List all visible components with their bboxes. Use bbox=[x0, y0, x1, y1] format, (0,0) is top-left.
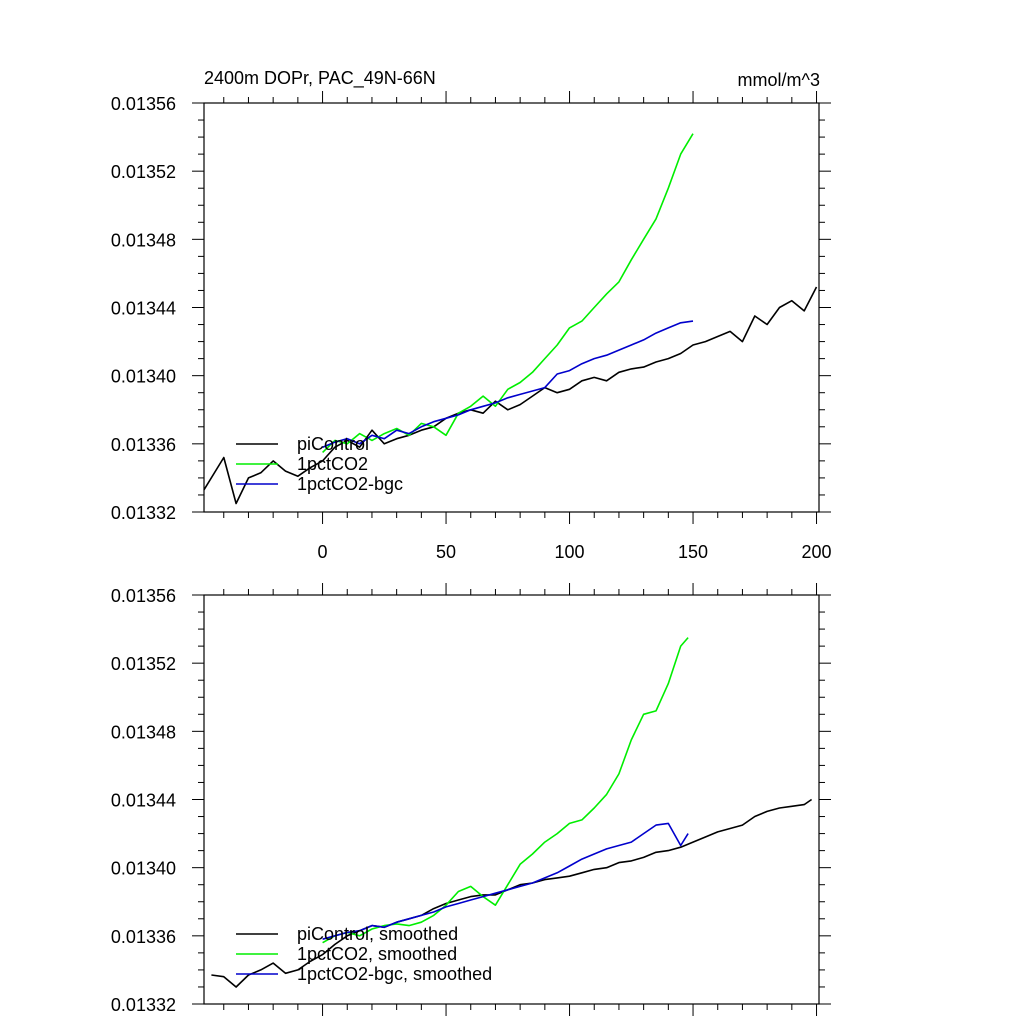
legend-label: 1pctCO2-bgc, smoothed bbox=[297, 964, 492, 984]
series-line-0 bbox=[203, 286, 818, 505]
series-lines bbox=[203, 133, 818, 505]
axes: 0.01332 0.01336 0.01340 0.01344 0.01348 0.013… bbox=[111, 583, 831, 1016]
y-tick-label: 0.01348 bbox=[111, 722, 176, 742]
x-tick-label: 50 bbox=[436, 542, 456, 562]
y-tick-label: 0.01332 bbox=[111, 995, 176, 1015]
chart-title: 2400m DOPr, PAC_49N-66N bbox=[204, 68, 436, 89]
y-tick-label: 0.01344 bbox=[111, 299, 176, 319]
y-tick-label: 0.01336 bbox=[111, 927, 176, 947]
y-tick-label: 0.01348 bbox=[111, 230, 176, 250]
series-line-1 bbox=[322, 133, 694, 453]
series-line-2 bbox=[322, 320, 694, 448]
legend-label: 1pctCO2-bgc bbox=[297, 474, 403, 494]
top-panel: 2400m DOPr, PAC_49N-66N mmol/m^3 0 50 100 1… bbox=[111, 68, 832, 562]
x-tick-label: 200 bbox=[802, 542, 832, 562]
y-tick-label: 0.01352 bbox=[111, 654, 176, 674]
x-tick-label: 0 bbox=[318, 542, 328, 562]
legend-label: piControl bbox=[297, 434, 369, 454]
x-tick-label: 100 bbox=[555, 542, 585, 562]
legend-label: 1pctCO2 bbox=[297, 454, 368, 474]
y-tick-label: 0.01356 bbox=[111, 586, 176, 606]
y-tick-label: 0.01340 bbox=[111, 859, 176, 879]
y-tick-label: 0.01344 bbox=[111, 791, 176, 811]
axes: 0 50 100 150 200 0.01332 0.01336 0.01340 0.01344… bbox=[111, 91, 832, 562]
series-line-1 bbox=[322, 637, 689, 944]
series-line-0 bbox=[211, 798, 813, 988]
y-tick-label: 0.01332 bbox=[111, 503, 176, 523]
series-lines bbox=[211, 637, 813, 988]
x-tick-label: 150 bbox=[678, 542, 708, 562]
legend-label: 1pctCO2, smoothed bbox=[297, 944, 457, 964]
bottom-panel: 0.01332 0.01336 0.01340 0.01344 0.01348 0.013… bbox=[111, 583, 831, 1016]
y-tick-label: 0.01352 bbox=[111, 162, 176, 182]
y-tick-label: 0.01356 bbox=[111, 94, 176, 114]
units-label: mmol/m^3 bbox=[738, 70, 820, 90]
y-tick-label: 0.01340 bbox=[111, 367, 176, 387]
legend-label: piControl, smoothed bbox=[297, 924, 458, 944]
series-line-2 bbox=[322, 822, 689, 940]
y-tick-label: 0.01336 bbox=[111, 435, 176, 455]
